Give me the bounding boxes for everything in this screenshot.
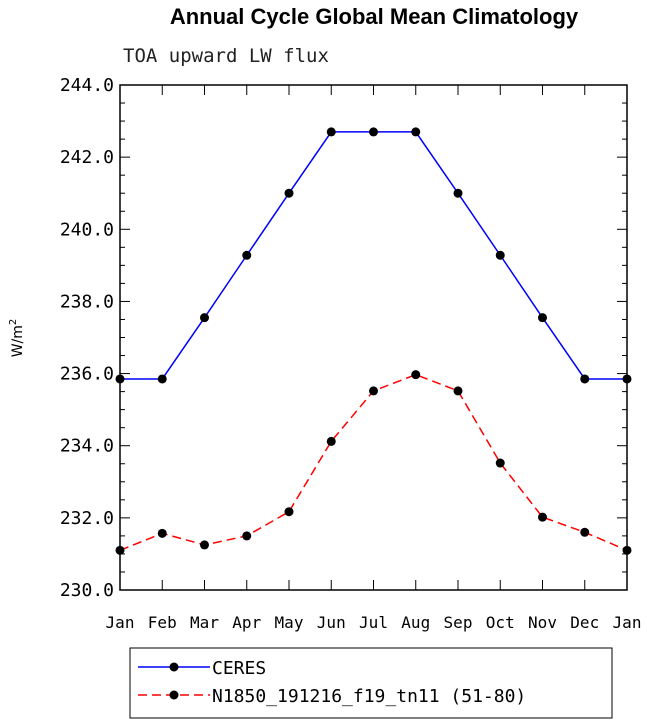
data-point xyxy=(538,512,547,522)
x-tick-label: Jan xyxy=(613,613,642,632)
legend-box xyxy=(129,647,613,719)
chart-title: Annual Cycle Global Mean Climatology xyxy=(170,4,579,29)
legend-marker xyxy=(169,690,179,700)
chart-subtitle: TOA upward LW flux xyxy=(123,45,329,67)
x-tick-label: Mar xyxy=(190,613,219,632)
data-point xyxy=(369,127,378,137)
data-point xyxy=(580,374,590,384)
x-tick-label: Aug xyxy=(401,613,430,632)
data-point xyxy=(157,374,167,384)
y-axis-label: W/m2 xyxy=(8,319,26,358)
data-point xyxy=(495,250,505,260)
x-tick-label: Jan xyxy=(106,613,135,632)
y-tick-label: 242.0 xyxy=(60,147,114,168)
data-point xyxy=(580,527,590,537)
legend-label: CERES xyxy=(212,658,266,679)
data-point xyxy=(369,386,378,396)
data-point xyxy=(200,540,209,550)
y-tick-label: 232.0 xyxy=(60,508,114,529)
y-tick-label: 240.0 xyxy=(60,219,114,240)
data-point xyxy=(284,507,294,517)
x-tick-label: Apr xyxy=(232,613,261,632)
series-layer xyxy=(115,127,632,555)
x-tick-label: Oct xyxy=(486,613,515,632)
data-point xyxy=(326,127,336,137)
y-tick-label: 236.0 xyxy=(60,364,114,385)
plot-frame xyxy=(119,84,628,591)
y-tick-label: 244.0 xyxy=(60,75,114,96)
data-point xyxy=(411,370,421,380)
legend-label: N1850_191216_f19_tn11 (51-80) xyxy=(212,686,526,707)
y-tick-label: 234.0 xyxy=(60,436,114,457)
data-point xyxy=(453,386,463,396)
legend-marker xyxy=(169,662,179,672)
y-axis-label-exponent: 2 xyxy=(8,319,19,325)
data-point xyxy=(284,188,294,198)
data-point xyxy=(157,528,167,538)
data-point xyxy=(411,127,421,137)
y-tick-label: 230.0 xyxy=(60,580,114,601)
x-tick-label: Dec xyxy=(570,613,599,632)
x-tick-label: Jun xyxy=(317,613,346,632)
data-point xyxy=(538,313,547,323)
x-axis: Jan Feb Mar Apr May Jun Jul Aug Sep Oct Nov Dec Jan xyxy=(106,85,642,632)
data-point xyxy=(453,188,463,198)
y-axis-label-base: W/m xyxy=(10,325,26,357)
data-point xyxy=(242,531,252,541)
series-line xyxy=(119,373,628,552)
data-point xyxy=(200,313,209,323)
x-tick-label: Feb xyxy=(148,613,177,632)
x-tick-label: Sep xyxy=(444,613,473,632)
y-tick-label: 238.0 xyxy=(60,291,114,312)
series-line xyxy=(120,131,627,380)
data-point xyxy=(242,250,252,260)
x-tick-label: Nov xyxy=(528,613,557,632)
data-point xyxy=(326,436,336,446)
y-axis: 230.0 232.0 234.0 236.0 238.0 240.0 242.0 244.0 xyxy=(60,75,627,601)
x-tick-label: Jul xyxy=(359,613,388,632)
data-point xyxy=(495,458,505,468)
legend: CERES N1850_191216_f19_tn11 (51-80) xyxy=(129,647,613,719)
x-tick-label: May xyxy=(275,613,304,632)
